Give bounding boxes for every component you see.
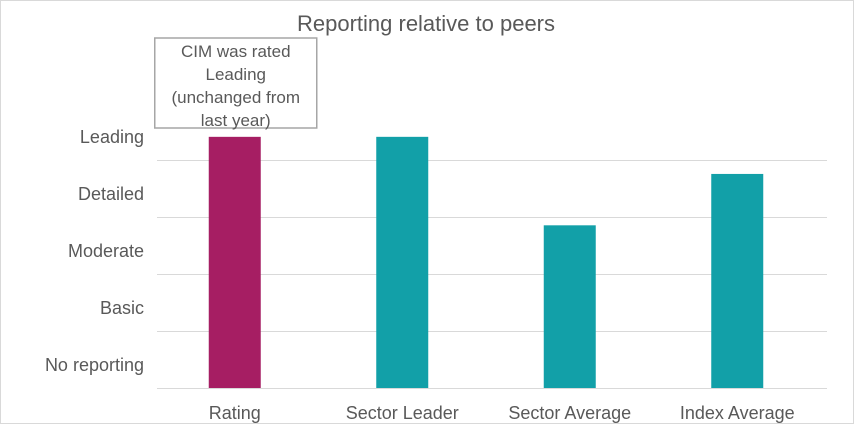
chart-title: Reporting relative to peers [297, 11, 555, 36]
callout-text-line: Leading [205, 65, 266, 84]
x-tick-label: Sector Leader [346, 403, 459, 423]
x-tick-label: Rating [209, 403, 261, 423]
x-tick-label: Sector Average [508, 403, 631, 423]
x-tick-label: Index Average [680, 403, 795, 423]
bar-rating [208, 136, 261, 388]
callout-text-line: last year) [201, 111, 271, 130]
y-tick-label: Detailed [78, 184, 144, 204]
y-tick-label: Basic [100, 298, 144, 318]
bar-index-average [711, 173, 764, 388]
y-tick-label: Moderate [68, 241, 144, 261]
bar-sector-leader [376, 136, 429, 388]
y-tick-label: No reporting [45, 355, 144, 375]
rating-callout: CIM was rated Leading (unchanged from last … [154, 37, 318, 130]
x-axis-tick-labels: Rating Sector Leader Sector Average Index A… [209, 403, 795, 423]
bars [208, 136, 764, 388]
y-axis-tick-labels: No reporting Basic Moderate Detailed Leading [45, 127, 144, 375]
bar-sector-average [543, 225, 596, 388]
callout-box [154, 37, 318, 129]
callout-text-line: CIM was rated [181, 42, 291, 61]
callout-text-line: (unchanged from [171, 88, 300, 107]
y-tick-label: Leading [80, 127, 144, 147]
